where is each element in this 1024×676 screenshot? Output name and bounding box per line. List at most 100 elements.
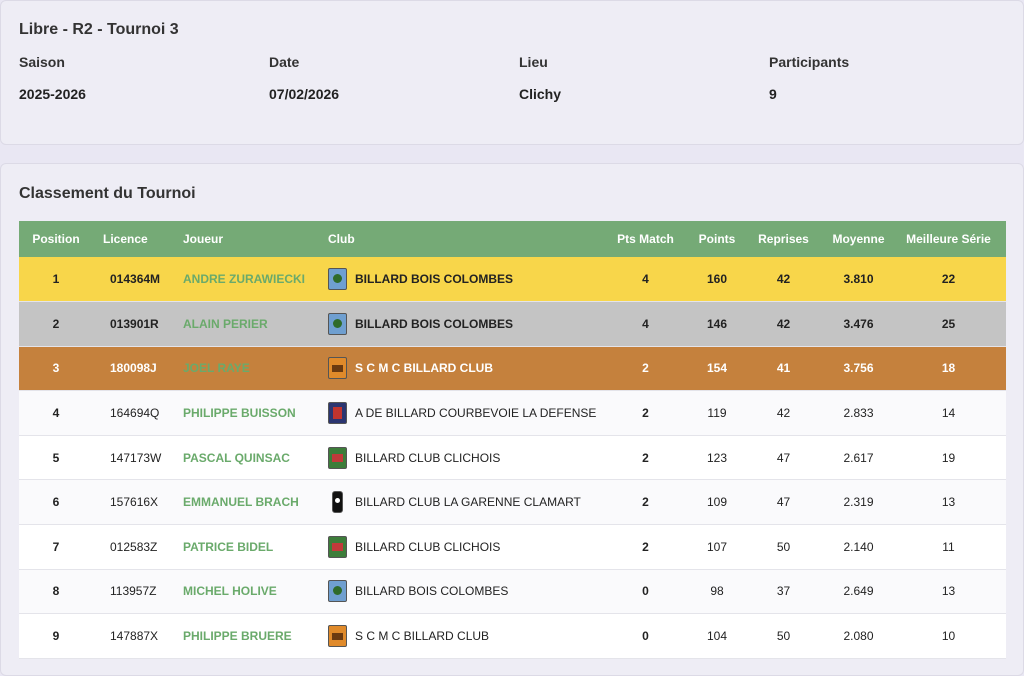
header-points[interactable]: Points (698, 232, 736, 246)
club-name: A DE BILLARD COURBEVOIE LA DEFENSE (355, 406, 597, 421)
player-link[interactable]: EMMANUEL BRACH (183, 495, 299, 510)
cell-licence: 013901R (110, 316, 159, 331)
header-reprises[interactable]: Reprises (758, 232, 809, 246)
cell-reprises: 42 (776, 272, 791, 287)
club-name: BILLARD BOIS COLOMBES (355, 272, 513, 287)
header-moyenne[interactable]: Moyenne (832, 232, 885, 246)
header-position[interactable]: Position (32, 232, 80, 246)
player-link[interactable]: ALAIN PERIER (183, 316, 268, 331)
cell-club: BILLARD BOIS COLOMBES (318, 569, 598, 614)
cell-position: 2 (52, 316, 60, 331)
player-link[interactable]: MICHEL HOLIVE (183, 584, 277, 599)
cell-moyenne: 2.617 (843, 450, 874, 465)
table-row: 9 147887X PHILIPPE BRUERE S C M C BILLARD C… (19, 613, 1006, 659)
player-link[interactable]: PATRICE BIDEL (183, 539, 274, 554)
club-name: BILLARD CLUB CLICHOIS (355, 450, 501, 465)
cell-club: S C M C BILLARD CLUB (318, 346, 598, 391)
cell-licence: 180098J (110, 361, 157, 376)
cell-reprises: 50 (776, 539, 791, 554)
cell-moyenne: 3.756 (843, 361, 874, 376)
table-row: 6 157616X EMMANUEL BRACH BILLARD CLUB LA GA… (19, 479, 1006, 525)
header-pts-match[interactable]: Pts Match (617, 232, 674, 246)
table-row: 3 180098J JOEL RAYE S C M C BILLARD CLUB 2 15… (19, 346, 1006, 391)
info-value: 2025-2026 (19, 86, 86, 102)
cbd-club-logo-icon (328, 402, 347, 425)
ranking-title: Classement du Tournoi (19, 185, 196, 202)
cell-meilleure-serie: 19 (941, 450, 956, 465)
info-saison: Saison 2025-2026 (19, 53, 259, 103)
club-name: BILLARD BOIS COLOMBES (355, 584, 509, 599)
cell-meilleure-serie: 18 (941, 361, 956, 376)
smc-club-logo-icon (328, 625, 347, 648)
cell-pts-match: 0 (642, 584, 649, 599)
cell-reprises: 50 (776, 629, 791, 644)
cell-meilleure-serie: 14 (941, 406, 956, 421)
player-link[interactable]: PHILIPPE BRUERE (183, 629, 292, 644)
player-link[interactable]: ANDRE ZURAWIECKI (183, 272, 305, 287)
cell-position: 6 (52, 495, 60, 510)
cell-position: 9 (52, 629, 60, 644)
player-link[interactable]: PHILIPPE BUISSON (183, 406, 296, 421)
table-header-row: Position Licence Joueur Club Pts Match P… (19, 221, 1006, 257)
cell-moyenne: 3.476 (843, 316, 874, 331)
player-link[interactable]: PASCAL QUINSAC (183, 450, 290, 465)
cell-reprises: 37 (776, 584, 791, 599)
table-row: 5 147173W PASCAL QUINSAC BILLARD CLUB CLICH… (19, 435, 1006, 480)
cell-pts-match: 4 (642, 272, 649, 287)
bbc-club-logo-icon (328, 268, 347, 291)
cell-moyenne: 2.833 (843, 406, 874, 421)
cell-pts-match: 2 (642, 539, 649, 554)
cell-moyenne: 2.080 (843, 629, 874, 644)
header-meilleure-serie[interactable]: Meilleure Série (906, 232, 991, 246)
club-name: S C M C BILLARD CLUB (355, 629, 490, 644)
header-club[interactable]: Club (328, 232, 355, 246)
cell-position: 8 (52, 584, 60, 599)
club-name: BILLARD CLUB CLICHOIS (355, 539, 501, 554)
info-label: Participants (769, 54, 850, 70)
table-row: 1 014364M ANDRE ZURAWIECKI BILLARD BOIS COL… (19, 257, 1006, 302)
cell-reprises: 47 (776, 495, 791, 510)
cell-reprises: 42 (776, 406, 791, 421)
bbc-club-logo-icon (328, 312, 347, 335)
cell-pts-match: 2 (642, 361, 649, 376)
bbc-club-logo-icon (328, 580, 347, 603)
cell-club: BILLARD CLUB CLICHOIS (318, 525, 598, 570)
cell-licence: 014364M (110, 272, 161, 287)
cell-club: S C M C BILLARD CLUB (318, 614, 598, 659)
header-licence[interactable]: Licence (103, 232, 148, 246)
tournament-title: Libre - R2 - Tournoi 3 (19, 21, 179, 38)
info-date: Date 07/02/2026 (269, 53, 509, 103)
table-row: 8 113957Z MICHEL HOLIVE BILLARD BOIS COLOMB… (19, 569, 1006, 614)
table-row: 7 012583Z PATRICE BIDEL BILLARD CLUB CLICHO… (19, 524, 1006, 570)
cell-club: BILLARD BOIS COLOMBES (318, 257, 598, 302)
info-value: 9 (769, 86, 777, 102)
cell-licence: 147887X (110, 629, 159, 644)
cell-moyenne: 2.319 (843, 495, 874, 510)
table-row: 4 164694Q PHILIPPE BUISSON A DE BILLARD COU… (19, 390, 1006, 436)
cell-points: 123 (706, 450, 728, 465)
cell-licence: 147173W (110, 450, 162, 465)
cell-licence: 157616X (110, 495, 159, 510)
cell-meilleure-serie: 25 (941, 316, 956, 331)
cell-moyenne: 2.649 (843, 584, 874, 599)
club-name: BILLARD BOIS COLOMBES (355, 316, 513, 331)
header-joueur[interactable]: Joueur (183, 232, 224, 246)
bcc-club-logo-icon (328, 446, 347, 469)
cell-position: 7 (52, 539, 60, 554)
club-name: S C M C BILLARD CLUB (355, 361, 493, 376)
player-link[interactable]: JOEL RAYE (183, 361, 250, 376)
cell-club: BILLARD CLUB CLICHOIS (318, 435, 598, 480)
smc-club-logo-icon (328, 357, 347, 380)
cell-club: BILLARD BOIS COLOMBES (318, 302, 598, 347)
info-value: Clichy (519, 86, 562, 102)
cell-club: BILLARD CLUB LA GARENNE CLAMART (318, 480, 598, 525)
cell-licence: 164694Q (110, 406, 160, 421)
info-lieu: Lieu Clichy (519, 53, 759, 103)
cell-meilleure-serie: 10 (941, 629, 956, 644)
cell-points: 154 (706, 361, 728, 376)
cell-points: 104 (706, 629, 728, 644)
ranking-table: Position Licence Joueur Club Pts Match P… (19, 221, 1006, 659)
cell-position: 5 (52, 450, 60, 465)
cell-position: 3 (52, 361, 60, 376)
info-label: Saison (19, 54, 65, 70)
